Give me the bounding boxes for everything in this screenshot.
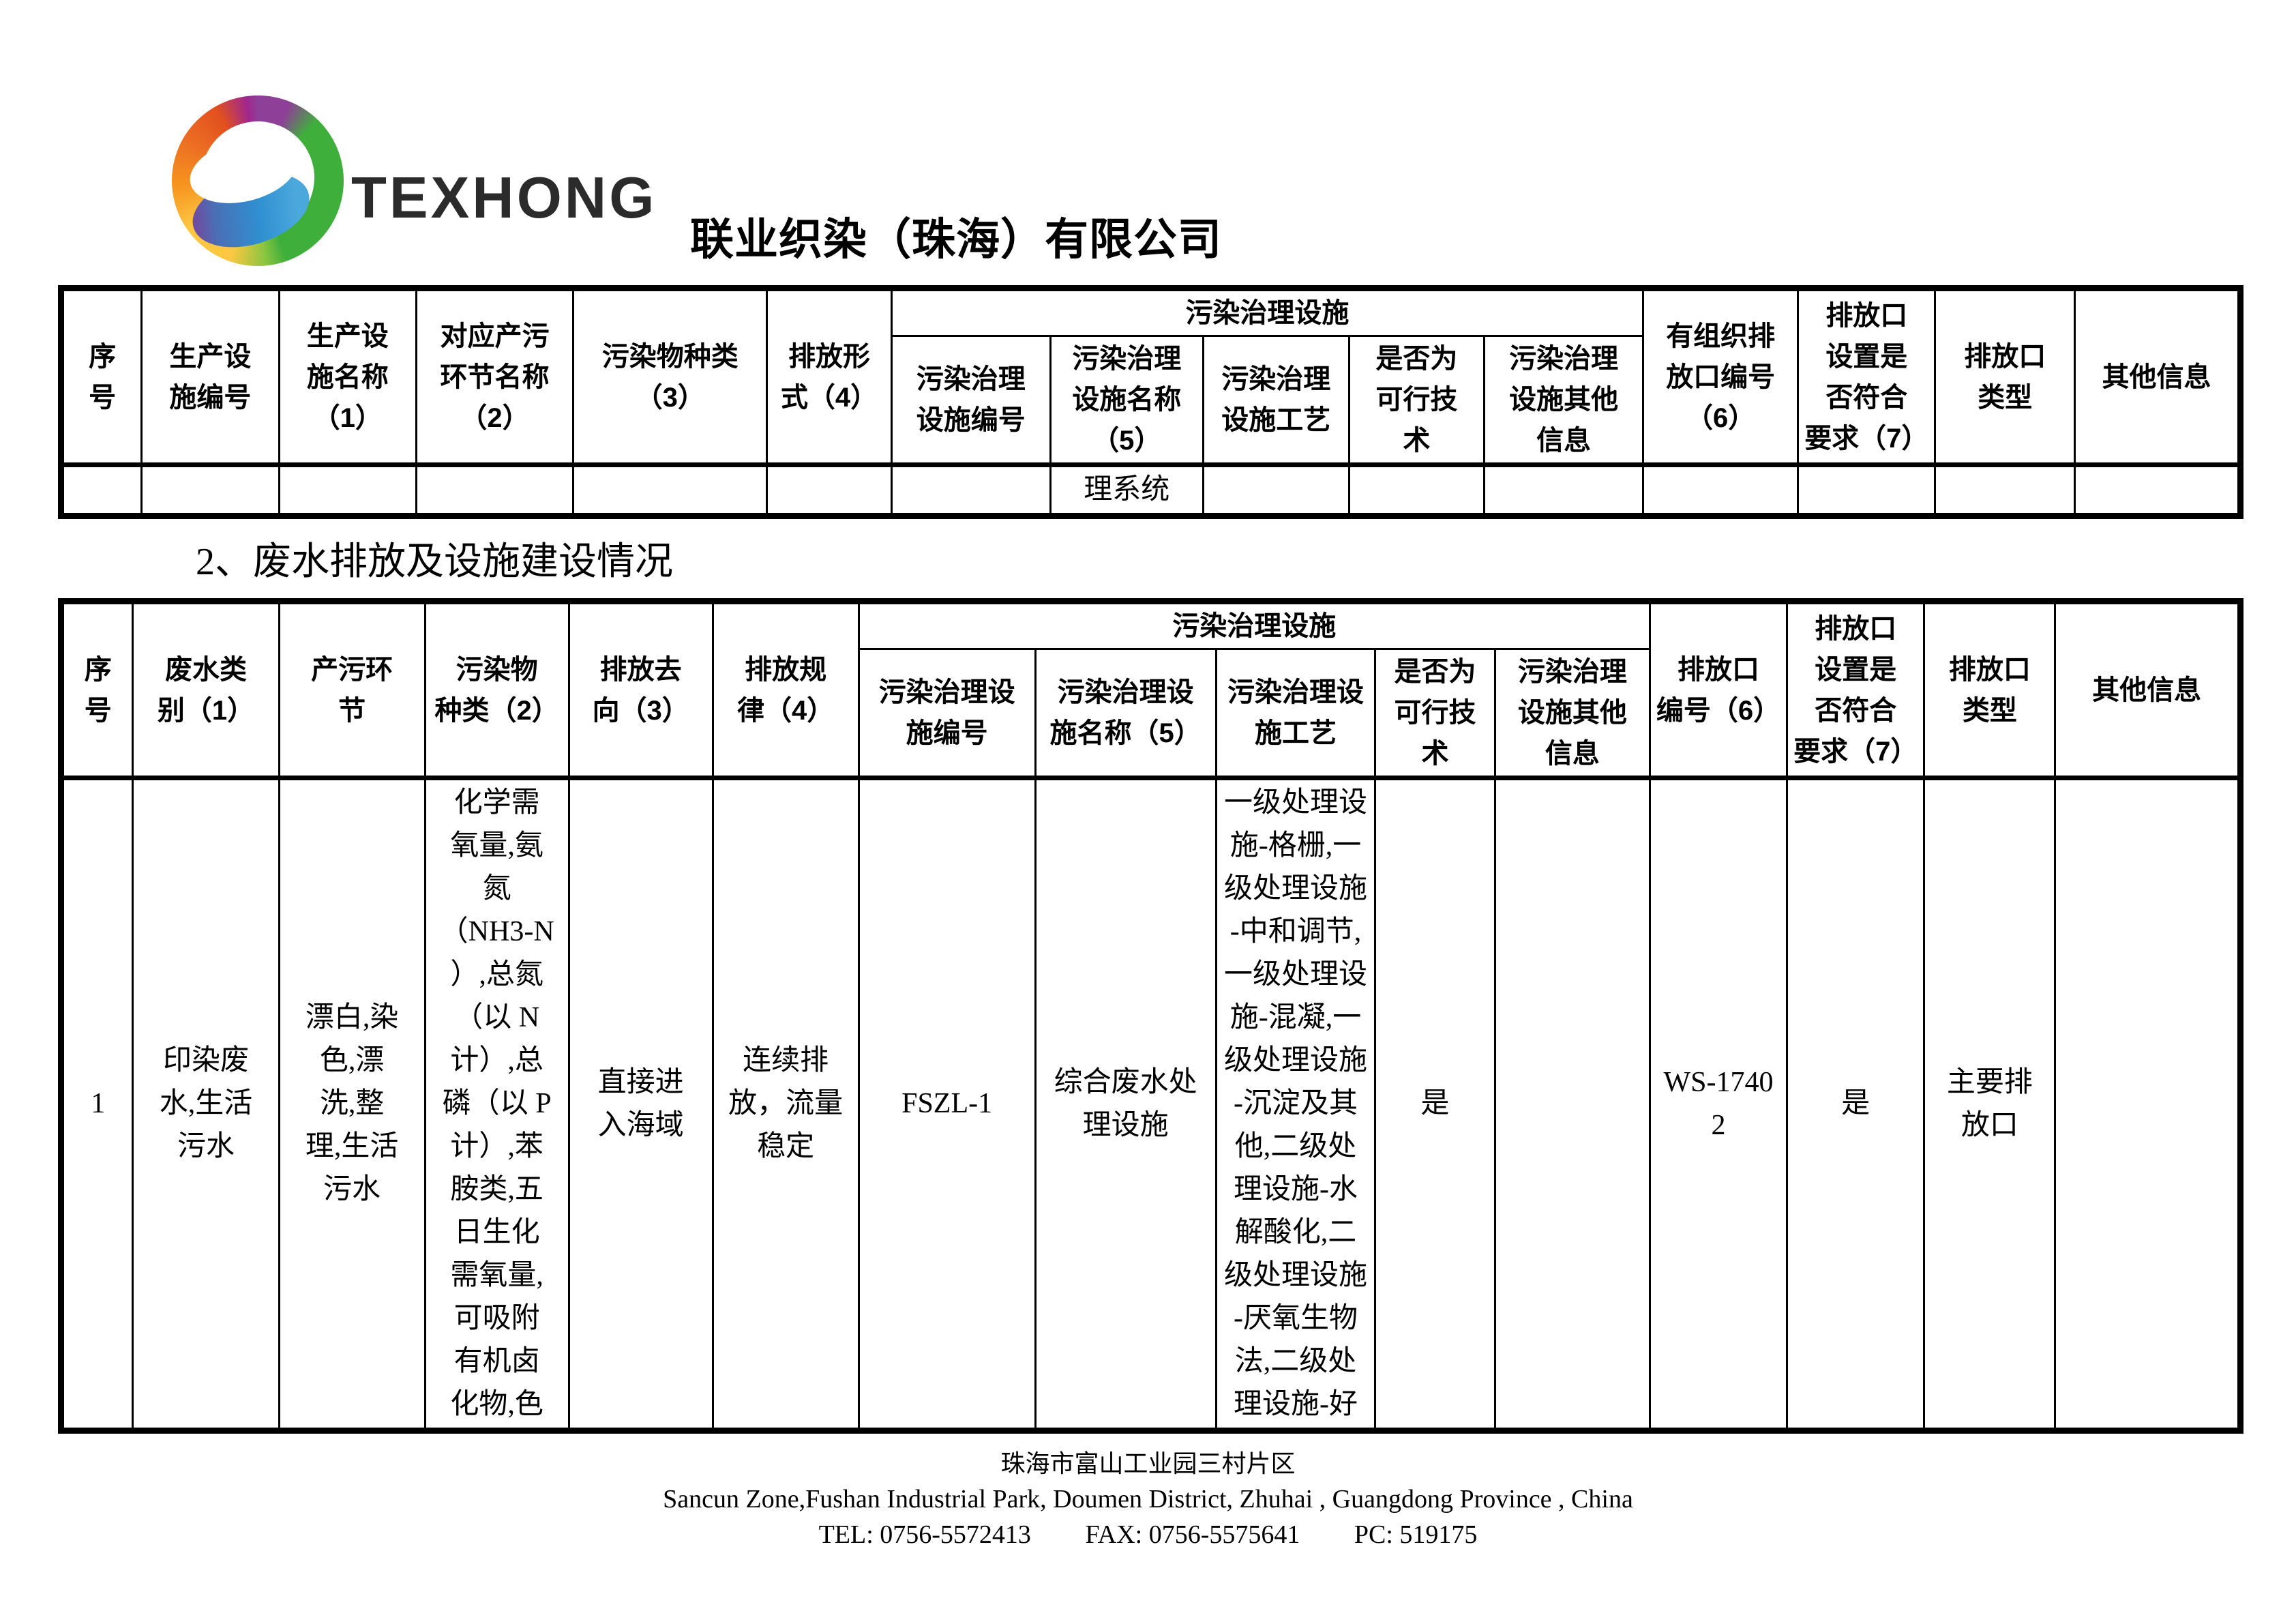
table-row: 污染治理 设施编号 污染治理 设施名称 （5） 污染治理 设施工艺 是否为 可行… bbox=[61, 335, 2241, 466]
brand-wordmark: TEXHONG bbox=[351, 166, 657, 231]
header-cell: 产污环 节 bbox=[278, 600, 426, 779]
header-cell: 有组织排 放口编号 （6） bbox=[1642, 287, 1800, 466]
footer-fax: FAX: 0756-5575641 bbox=[1085, 1520, 1300, 1549]
data-cell bbox=[415, 462, 575, 517]
table-row: 污染治理设 施编号 污染治理设 施名称（5） 污染治理设 施工艺 是否为 可行技… bbox=[61, 648, 2241, 779]
footer-pc: PC: 519175 bbox=[1354, 1520, 1478, 1549]
header-cell: 污染治理 设施名称 （5） bbox=[1049, 335, 1204, 466]
footer: 珠海市富山工业园三村片区 Sancun Zone,Fushan Industri… bbox=[0, 1446, 2296, 1552]
data-cell: 1 bbox=[59, 776, 134, 1432]
texhong-logo-icon bbox=[172, 95, 344, 266]
header-cell: 废水类 别（1） bbox=[132, 600, 280, 779]
header-cell: 污染治理 设施编号 bbox=[890, 335, 1052, 466]
header-cell: 排放口 类型 bbox=[1934, 287, 2076, 466]
header-cell: 序 号 bbox=[59, 600, 134, 779]
header-cell: 序 号 bbox=[59, 287, 143, 466]
footer-tel: TEL: 0756-5572413 bbox=[818, 1520, 1031, 1549]
data-cell: WS-1740 2 bbox=[1648, 776, 1789, 1432]
header-cell: 污染治理 设施其他 信息 bbox=[1493, 648, 1651, 779]
data-cell: 一级处理设 施-格栅,一 级处理设施 -中和调节, 一级处理设 施-混凝,一 级… bbox=[1214, 776, 1377, 1432]
header-cell: 排放口 设置是 否符合 要求（7） bbox=[1797, 287, 1937, 466]
data-cell: 漂白,染 色,漂 洗,整 理,生活 污水 bbox=[278, 776, 426, 1432]
header-cell: 其他信息 bbox=[2054, 600, 2241, 779]
header-cell: 污染治理 设施工艺 bbox=[1202, 335, 1350, 466]
header-cell: 排放形 式（4） bbox=[766, 287, 893, 466]
data-cell bbox=[572, 462, 769, 517]
data-cell: 连续排 放，流量 稳定 bbox=[711, 776, 860, 1432]
header-cell: 排放去 向（3） bbox=[567, 600, 714, 779]
production-facilities-table: 序 号 生产设 施编号 生产设 施名称 （1） 对应产污 环节名称 （2） 污染… bbox=[58, 285, 2243, 519]
header-cell: 排放口 编号（6） bbox=[1648, 600, 1789, 779]
header-cell: 是否为 可行技 术 bbox=[1374, 648, 1496, 779]
header-cell: 是否为 可行技 术 bbox=[1347, 335, 1485, 466]
data-cell bbox=[1202, 462, 1350, 517]
data-cell bbox=[766, 462, 893, 517]
pollution-treatment-group-header: 污染治理设施 bbox=[857, 600, 1651, 650]
footer-contact-line: TEL: 0756-5572413 FAX: 0756-5575641 PC: … bbox=[0, 1517, 2296, 1552]
data-cell bbox=[59, 462, 143, 517]
table-row: 理系统 bbox=[59, 462, 2241, 517]
header-cell: 排放口 类型 bbox=[1923, 600, 2057, 779]
header-cell: 污染物种类 （3） bbox=[572, 287, 769, 466]
data-cell: 印染废 水,生活 污水 bbox=[132, 776, 280, 1432]
header-cell: 污染治理 设施其他 信息 bbox=[1482, 335, 1645, 466]
data-cell: 直接进 入海域 bbox=[567, 776, 714, 1432]
header-cell: 排放口 设置是 否符合 要求（7） bbox=[1786, 600, 1926, 779]
data-cell: FSZL-1 bbox=[857, 776, 1037, 1432]
data-cell bbox=[1347, 462, 1485, 517]
header-cell: 其他信息 bbox=[2074, 287, 2241, 466]
data-cell: 化学需 氧量,氨 氮 （NH3-N ）,总氮 （以 N 计）,总 磷（以 P 计… bbox=[423, 776, 570, 1432]
data-cell bbox=[1797, 462, 1937, 517]
data-cell: 理系统 bbox=[1049, 462, 1204, 517]
data-cell bbox=[140, 462, 280, 517]
data-cell: 是 bbox=[1374, 776, 1496, 1432]
data-cell bbox=[2074, 462, 2241, 517]
table-row: 1 印染废 水,生活 污水 漂白,染 色,漂 洗,整 理,生活 污水 化学需 氧… bbox=[59, 776, 2241, 1432]
section-2-heading: 2、废水排放及设施建设情况 bbox=[196, 541, 673, 583]
data-cell: 是 bbox=[1786, 776, 1926, 1432]
header-cell: 生产设 施名称 （1） bbox=[278, 287, 417, 466]
company-title: 联业织染（珠海）有限公司 bbox=[690, 215, 1222, 264]
header-cell: 污染治理设 施编号 bbox=[857, 648, 1037, 779]
header-cell: 污染物 种类（2） bbox=[423, 600, 570, 779]
footer-address-cn: 珠海市富山工业园三村片区 bbox=[1000, 1449, 1296, 1477]
table-row: 序 号 生产设 施编号 生产设 施名称 （1） 对应产污 环节名称 （2） 污染… bbox=[59, 287, 2241, 466]
header-cell: 排放规 律（4） bbox=[711, 600, 860, 779]
header-cell: 污染治理设 施名称（5） bbox=[1034, 648, 1217, 779]
data-cell bbox=[1482, 462, 1645, 517]
footer-address-en: Sancun Zone,Fushan Industrial Park, Doum… bbox=[663, 1485, 1633, 1514]
data-cell bbox=[278, 462, 417, 517]
header-cell: 对应产污 环节名称 （2） bbox=[415, 287, 575, 466]
data-cell: 综合废水处 理设施 bbox=[1034, 776, 1217, 1432]
table-row: 序 号 废水类 别（1） 产污环 节 污染物 种类（2） 排放去 向（3） 排放… bbox=[59, 600, 2241, 779]
wastewater-discharge-table: 序 号 废水类 别（1） 产污环 节 污染物 种类（2） 排放去 向（3） 排放… bbox=[58, 598, 2243, 1434]
data-cell bbox=[1642, 462, 1800, 517]
pollution-treatment-group-header: 污染治理设施 bbox=[890, 287, 1645, 337]
data-cell: 主要排 放口 bbox=[1923, 776, 2057, 1432]
header-cell: 生产设 施编号 bbox=[140, 287, 280, 466]
data-cell bbox=[1493, 776, 1651, 1432]
data-cell bbox=[1934, 462, 2076, 517]
data-cell bbox=[890, 462, 1052, 517]
header-cell: 污染治理设 施工艺 bbox=[1214, 648, 1377, 779]
data-cell bbox=[2054, 776, 2241, 1432]
